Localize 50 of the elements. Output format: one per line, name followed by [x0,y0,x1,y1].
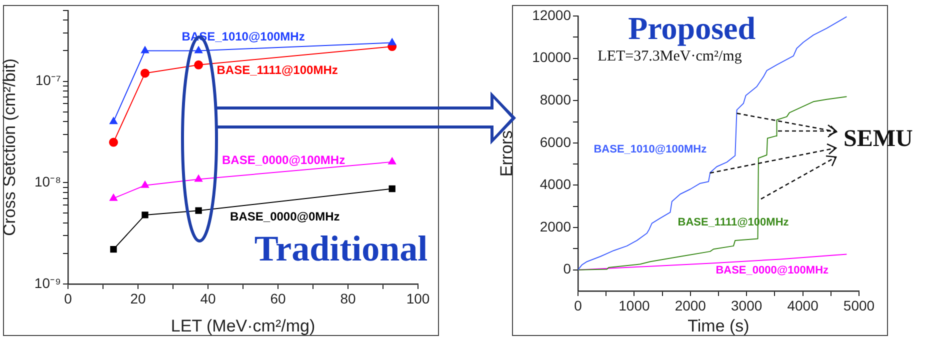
x-tick-label: 100 [406,290,430,306]
y-tick-label: 10⁻⁸ [34,173,62,190]
series-label: BASE_1010@100MHz [594,143,708,156]
point [388,38,396,46]
point [388,157,396,164]
x-axis-title: LET (MeV·cm²/mg) [170,316,316,336]
x-tick-label: 40 [200,290,216,306]
point [141,46,149,54]
y-axis-title: Errors [496,130,516,177]
x-tick-label: 1000 [618,297,650,314]
x-tick-label: 2000 [674,297,706,314]
x-tick-label: 4000 [787,297,819,314]
y-axis-title: Cross Setction (cm²/bit) [0,58,19,236]
y-tick-label: 8000 [540,91,572,108]
y-tick-label: 10⁻⁹ [34,274,61,291]
series-label: BASE_0000@0MHz [230,209,340,224]
point [110,117,118,124]
point [195,207,202,214]
point [110,194,118,201]
point [141,180,149,188]
y-tick-label: 0 [563,260,572,277]
annotation: LET=37.3MeV·cm²/mg [598,48,742,65]
x-tick-label: 0 [64,290,72,306]
text: Traditional [254,228,428,268]
y-tick-label: 10⁻⁷ [35,72,61,88]
point [388,185,396,192]
chart-title: Proposed [628,10,756,46]
point [142,212,148,218]
x-tick-label: 20 [130,290,146,306]
point [110,246,117,253]
y-tick-label: 10000 [532,49,572,66]
y-tick-label: 4000 [540,176,572,192]
point [140,68,150,78]
x-tick-label: 60 [270,290,286,306]
x-tick-label: 0 [574,297,582,314]
series-label: BASE_1111@100MHz [216,62,338,77]
point [194,46,203,54]
x-axis-title: Time (s) [688,316,750,336]
y-tick-label: 6000 [540,134,572,150]
x-tick-label: 5000 [843,297,875,314]
y-tick-label: 2000 [540,218,572,234]
point [109,138,118,147]
y-tick-label: 12000 [532,6,572,23]
series-label: BASE_1010@100MHz [182,29,305,44]
point [194,174,203,182]
x-tick-label: 3000 [731,297,762,314]
series-label: BASE_0000@100MHz [222,153,346,168]
series-label: BASE_0000@100MHz [716,264,830,276]
point [194,60,204,70]
x-tick-label: 80 [340,290,356,306]
